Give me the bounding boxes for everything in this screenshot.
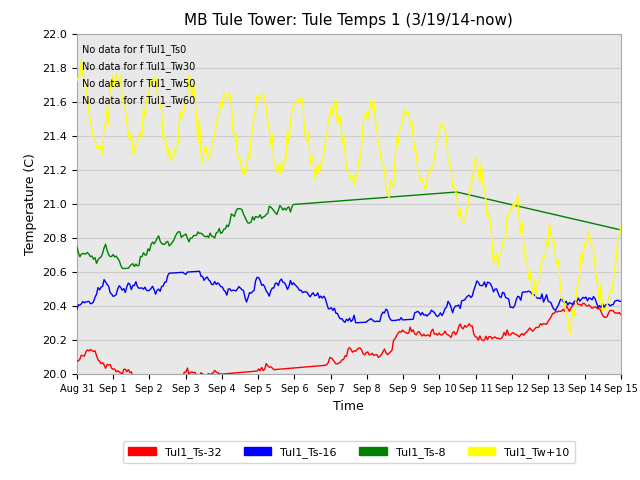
Y-axis label: Temperature (C): Temperature (C) xyxy=(24,153,36,255)
Text: No data for f Tul1_Tw60: No data for f Tul1_Tw60 xyxy=(82,95,195,106)
Text: No data for f Tul1_Tw50: No data for f Tul1_Tw50 xyxy=(82,78,196,89)
Legend: Tul1_Ts-32, Tul1_Ts-16, Tul1_Ts-8, Tul1_Tw+10: Tul1_Ts-32, Tul1_Ts-16, Tul1_Ts-8, Tul1_… xyxy=(123,441,575,463)
Text: No data for f Tul1_Tw30: No data for f Tul1_Tw30 xyxy=(82,61,195,72)
Title: MB Tule Tower: Tule Temps 1 (3/19/14-now): MB Tule Tower: Tule Temps 1 (3/19/14-now… xyxy=(184,13,513,28)
X-axis label: Time: Time xyxy=(333,400,364,413)
Text: No data for f Tul1_Ts0: No data for f Tul1_Ts0 xyxy=(82,44,186,55)
